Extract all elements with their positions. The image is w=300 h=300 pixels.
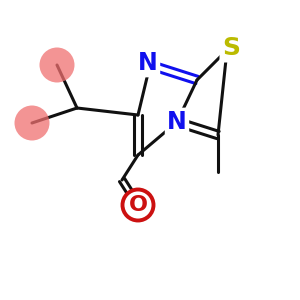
Text: O: O [128,195,148,215]
Circle shape [122,190,154,220]
Text: S: S [222,36,240,60]
Text: N: N [138,51,158,75]
Circle shape [14,106,50,140]
Circle shape [40,47,74,82]
Text: N: N [167,110,187,134]
